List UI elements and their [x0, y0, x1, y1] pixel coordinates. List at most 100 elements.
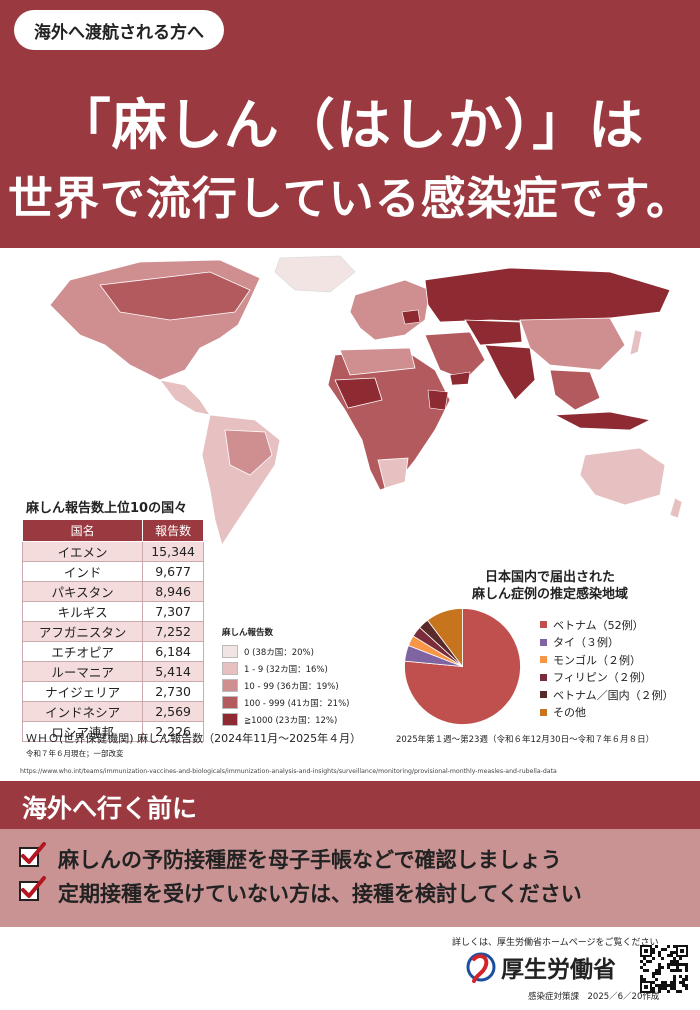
advice-title: 海外へ行く前に: [22, 794, 198, 823]
map-legend-item: 0 (38カ国：20%): [222, 643, 382, 660]
count-cell: 7,307: [142, 601, 204, 622]
ministry-logo-icon: [466, 952, 496, 983]
map-legend-item: 100 - 999 (41カ国：21%): [222, 694, 382, 711]
map-region-north-america: [49, 259, 261, 381]
map-region-canada: [99, 271, 251, 321]
table-row: ルーマニア 5,414: [21, 661, 204, 682]
pie-legend-item: その他: [540, 704, 674, 722]
top10-table: 国名 報告数 イエメン 15,344 インド 9,677 パキスタン 8,946 キル…: [21, 519, 204, 742]
map-region-yemen: [449, 371, 471, 386]
map-region-southern-africa: [377, 457, 409, 489]
legend-label: ≧1000 (23カ国：12%): [244, 715, 338, 726]
map-region-greenland: [274, 255, 356, 293]
who-date-note: 令和７年６月現在；一部改変: [26, 749, 124, 758]
map-region-brazil: [224, 429, 273, 476]
pie-legend-swatch: [540, 673, 547, 681]
count-cell: 15,344: [142, 541, 204, 562]
pie-legend-swatch: [540, 656, 547, 664]
table-row: イエメン 15,344: [21, 541, 204, 562]
map-region-east-asia: [519, 317, 626, 371]
map-region-south-asia: [484, 344, 536, 401]
legend-swatch: [222, 645, 238, 658]
count-cell: 2,569: [142, 701, 204, 722]
map-legend-item: 10 - 99 (36カ国：19%): [222, 677, 382, 694]
map-region-middle-east: [424, 331, 486, 381]
map-legend-title: 麻しん報告数: [222, 628, 274, 638]
map-region-australia: [579, 447, 666, 506]
advice-item-2: 定期接種を受けていない方は、接種を検討してください: [58, 882, 582, 906]
table-header-row: 国名 報告数: [21, 519, 204, 542]
advice-section: 海外へ行く前に 麻しんの予防接種歴を母子手帳などで確認しましょう 定期接種を受け…: [0, 781, 700, 927]
pie-legend-item: モンゴル（２例）: [540, 651, 674, 669]
map-legend-item: ≧1000 (23カ国：12%): [222, 711, 382, 728]
title-line-2: 世界で流行している感染症です。: [7, 172, 693, 225]
map-legend: 麻しん報告数 0 (38カ国：20%) 1 - 9 (32カ国：16%) 10 …: [222, 626, 382, 728]
map-region-west-africa: [334, 377, 383, 409]
pie-legend-label: モンゴル（２例）: [553, 653, 641, 667]
legend-swatch: [222, 679, 238, 692]
pie-legend-label: ベトナム（52例）: [553, 618, 644, 632]
legend-swatch: [222, 662, 238, 675]
pie-slice: [404, 608, 521, 725]
footer-credit: 感染症対策課 2025／6／20作成: [528, 992, 660, 1002]
title-line-1: 「麻しん（はしか）」は: [55, 93, 645, 157]
pie-legend-swatch: [540, 621, 547, 629]
legend-label: 100 - 999 (41カ国：21%): [244, 698, 350, 709]
pie-legend-item: フィリピン（２例）: [540, 669, 674, 687]
pie-legend-label: タイ（３例）: [553, 636, 619, 650]
pie-footnote: 2025年第１週～第23週（令和６年12月30日～令和７年６月８日）: [396, 735, 655, 745]
advice-title-bar: 海外へ行く前に: [0, 781, 700, 829]
pie-legend-item: ベトナム／国内（２例）: [540, 686, 674, 704]
pie-legend-label: フィリピン（２例）: [553, 671, 652, 685]
advice-item-1: 麻しんの予防接種歴を母子手帳などで確認しましょう: [58, 848, 562, 872]
pie-legend-swatch: [540, 691, 547, 699]
checkbox-icon: [19, 842, 46, 867]
infection-region-pie: [404, 608, 521, 725]
country-cell: ナイジェリア: [21, 681, 144, 702]
country-cell: キルギス: [21, 601, 144, 622]
pie-slice: [426, 608, 463, 668]
legend-label: 1 - 9 (32カ国：16%): [244, 664, 328, 675]
count-cell: 7,252: [142, 621, 204, 642]
map-region-new-zealand: [669, 497, 683, 519]
country-cell: アフガニスタン: [21, 621, 144, 642]
count-cell: 6,184: [142, 641, 204, 662]
source-url: https://www.who.int/teams/immunization-v…: [20, 768, 557, 775]
map-region-central-asia: [464, 319, 523, 346]
map-region-europe: [349, 279, 431, 341]
country-cell: イエメン: [21, 541, 144, 562]
map-region-russia: [424, 267, 671, 323]
pie-legend-item: ベトナム（52例）: [540, 616, 674, 634]
audience-tag: 海外へ渡航される方へ: [14, 10, 224, 50]
pie-legend-label: ベトナム／国内（２例）: [553, 688, 674, 702]
table-row: エチオピア 6,184: [21, 641, 204, 662]
country-cell: ルーマニア: [21, 661, 144, 682]
map-region-japan: [629, 329, 643, 356]
header-banner: 海外へ渡航される方へ 「麻しん（はしか）」は 世界で流行している感染症です。: [0, 0, 700, 248]
qr-code-icon[interactable]: [640, 945, 688, 993]
country-cell: エチオピア: [21, 641, 144, 662]
pie-title-line-2: 麻しん症例の推定感染地域: [471, 587, 628, 602]
legend-label: 0 (38カ国：20%): [244, 647, 314, 658]
legend-label: 10 - 99 (36カ国：19%): [244, 681, 339, 692]
pie-legend-swatch: [540, 638, 547, 646]
map-region-ethiopia: [427, 389, 449, 411]
ministry-name: 厚生労働省: [501, 957, 616, 983]
header-count: 報告数: [142, 519, 204, 542]
map-legend-item: 1 - 9 (32カ国：16%): [222, 660, 382, 677]
country-cell: パキスタン: [21, 581, 144, 602]
pie-title-line-1: 日本国内で届出された: [484, 570, 615, 585]
table-row: インドネシア 2,569: [21, 701, 204, 722]
count-cell: 5,414: [142, 661, 204, 682]
legend-swatch: [222, 713, 238, 726]
table-row: アフガニスタン 7,252: [21, 621, 204, 642]
map-region-indonesia: [553, 411, 652, 431]
table-row: ロシア連邦 2,226: [21, 721, 204, 742]
map-region-central-america: [159, 379, 211, 416]
checkbox-icon: [19, 876, 46, 901]
world-map: [49, 255, 683, 546]
table-row: インド 9,677: [21, 561, 204, 582]
pie-title: 日本国内で届出された 麻しん症例の推定感染地域: [420, 569, 680, 603]
country-cell: インド: [21, 561, 144, 582]
header-country: 国名: [21, 519, 144, 542]
